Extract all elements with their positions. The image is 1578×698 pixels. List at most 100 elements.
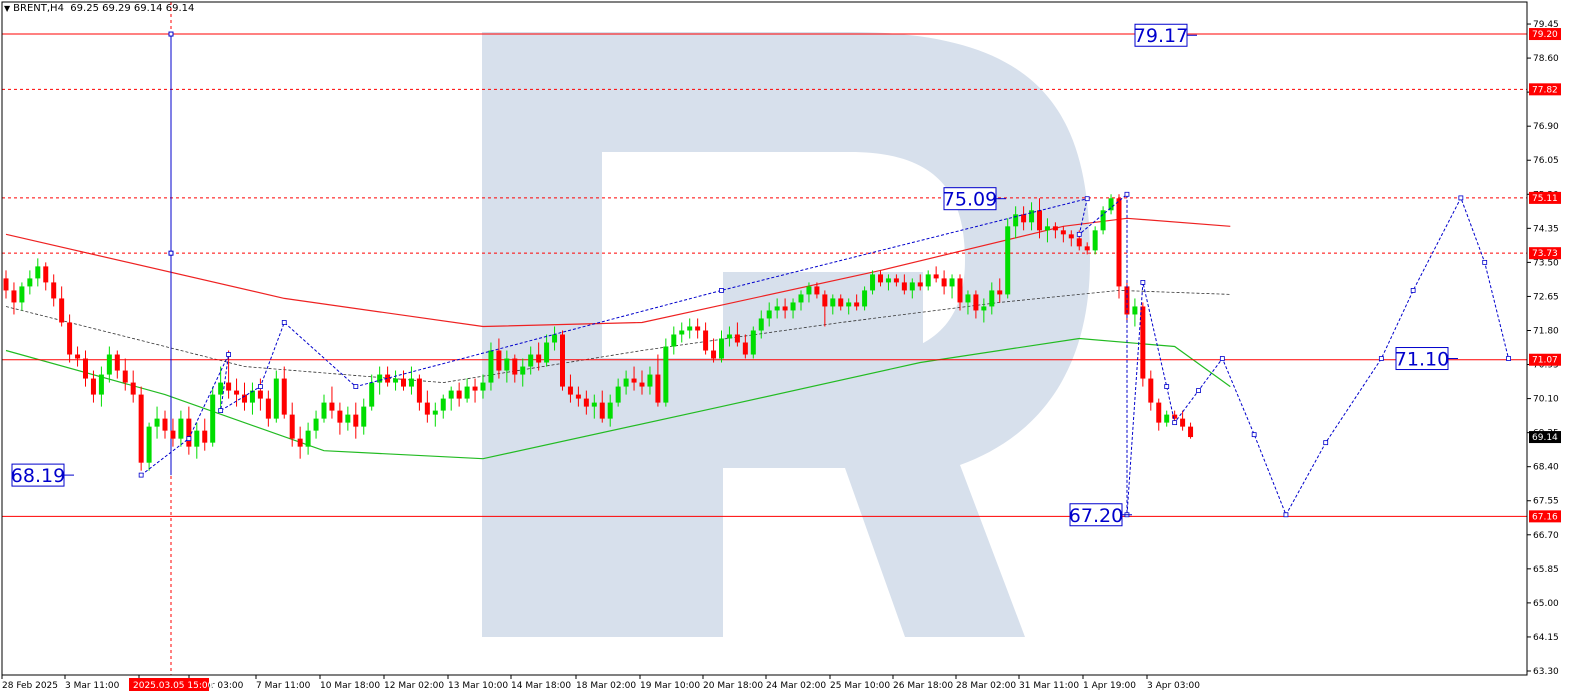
candle-body: [1021, 214, 1027, 223]
annotation-label: 79.17: [1134, 25, 1188, 47]
x-tick-label: 3 Mar 11:00: [65, 681, 120, 691]
ma-mid-line: [5, 289, 1231, 384]
candle-body: [488, 350, 494, 383]
crosshair-time-label: 2025.03.05 15:00: [133, 681, 214, 691]
candle-body: [870, 274, 876, 291]
candle-body: [456, 390, 462, 399]
candle-body: [599, 402, 605, 419]
candle-body: [703, 330, 709, 351]
candle-body: [321, 402, 327, 419]
candle-body: [170, 430, 176, 439]
forecast-node: [1076, 231, 1082, 237]
candle-body: [194, 430, 200, 447]
candle-body: [742, 342, 748, 355]
candle-body: [162, 418, 168, 431]
candle-body: [440, 398, 446, 411]
candle-body: [432, 410, 438, 415]
candle-body: [1092, 230, 1098, 251]
crosshair-handle: [168, 31, 174, 37]
candle-body: [186, 418, 192, 447]
candle-body: [528, 354, 534, 367]
candle-body: [854, 302, 860, 307]
y-tick-label: 64.15: [1533, 633, 1559, 643]
x-tick-label: 12 Mar 02:00: [384, 681, 444, 691]
candle-body: [210, 394, 216, 443]
candle-body: [719, 338, 724, 359]
candle-body: [67, 322, 73, 355]
candle-body: [178, 418, 184, 439]
candle-body: [1068, 234, 1074, 239]
x-tick-label: 24 Mar 02:00: [766, 681, 826, 691]
candle-body: [846, 302, 852, 307]
candle-body: [154, 418, 160, 427]
candle-body: [122, 370, 128, 383]
candle-body: [536, 354, 542, 363]
candle-body: [385, 374, 391, 383]
candle-body: [90, 378, 96, 395]
forecast-node: [1506, 356, 1511, 361]
current-price-tag: [1529, 431, 1561, 444]
logo-r-bowl: [723, 272, 923, 358]
candle-body: [1060, 230, 1066, 235]
candle-body: [917, 282, 923, 287]
forecast-node: [1172, 420, 1178, 426]
candle-body: [27, 278, 33, 287]
forecast-node: [138, 472, 144, 478]
x-tick-label: 1 Apr 19:00: [1083, 681, 1136, 691]
candle-body: [607, 402, 613, 419]
candle-body: [329, 402, 335, 411]
watermark-logo: [482, 32, 1090, 637]
candle-body: [305, 430, 311, 447]
candle-body: [218, 382, 224, 395]
candle-body: [1005, 226, 1011, 295]
price-axis: 79.4578.6077.7576.9076.0575.2074.3573.50…: [1527, 20, 1561, 677]
candle-body: [806, 286, 812, 295]
candle-body: [106, 354, 112, 375]
candle-body: [822, 294, 828, 307]
candle-body: [1013, 214, 1019, 227]
candle-body: [75, 354, 81, 359]
x-tick-label: 18 Mar 02:00: [576, 681, 636, 691]
candle-body: [1100, 210, 1106, 231]
candle-body: [464, 386, 470, 399]
candle-body: [734, 334, 740, 343]
forecast-node: [1140, 280, 1146, 285]
candle-body: [973, 294, 979, 311]
x-tick-label: 31 Mar 11:00: [1019, 681, 1079, 691]
candle-body: [830, 298, 836, 307]
candle-body: [885, 278, 891, 283]
candle-body: [393, 378, 399, 383]
symbol-header: ▼ BRENT,H4 69.25 69.29 69.14 69.14: [4, 3, 194, 14]
level-price-tag: [1529, 510, 1561, 523]
dropdown-arrow-icon[interactable]: ▼: [4, 4, 11, 13]
crosshair: [168, 2, 174, 675]
candle-body: [353, 414, 359, 427]
candle-body: [782, 306, 788, 311]
candle-body: [862, 290, 868, 307]
x-tick-label: 20 Mar 18:00: [703, 681, 763, 691]
candle-body: [878, 274, 883, 283]
forecast-node: [1458, 195, 1464, 201]
crosshair-handle: [168, 250, 174, 256]
y-tick-label: 65.00: [1533, 599, 1559, 609]
candle-body: [790, 302, 796, 311]
candle-body: [35, 266, 41, 279]
candle-body: [1076, 238, 1082, 247]
x-tick-label: 10 Mar 18:00: [320, 681, 380, 691]
forecast-path: [138, 191, 1511, 518]
symbol-name: BRENT,H4: [13, 3, 64, 14]
candle-body: [1037, 210, 1042, 231]
forecast-node: [1084, 196, 1090, 202]
candle-body: [3, 278, 9, 291]
y-tick-label: 73.50: [1533, 258, 1559, 268]
ma-slow-line: [5, 217, 1231, 328]
forecast-node: [1124, 191, 1130, 197]
candle-body: [1108, 198, 1114, 211]
candle-body: [560, 334, 565, 387]
candle-body: [472, 386, 478, 391]
annotation-label: 67.20: [1069, 505, 1123, 527]
candle-body: [226, 382, 232, 391]
candle-body: [965, 294, 971, 303]
candle-body: [639, 382, 645, 387]
